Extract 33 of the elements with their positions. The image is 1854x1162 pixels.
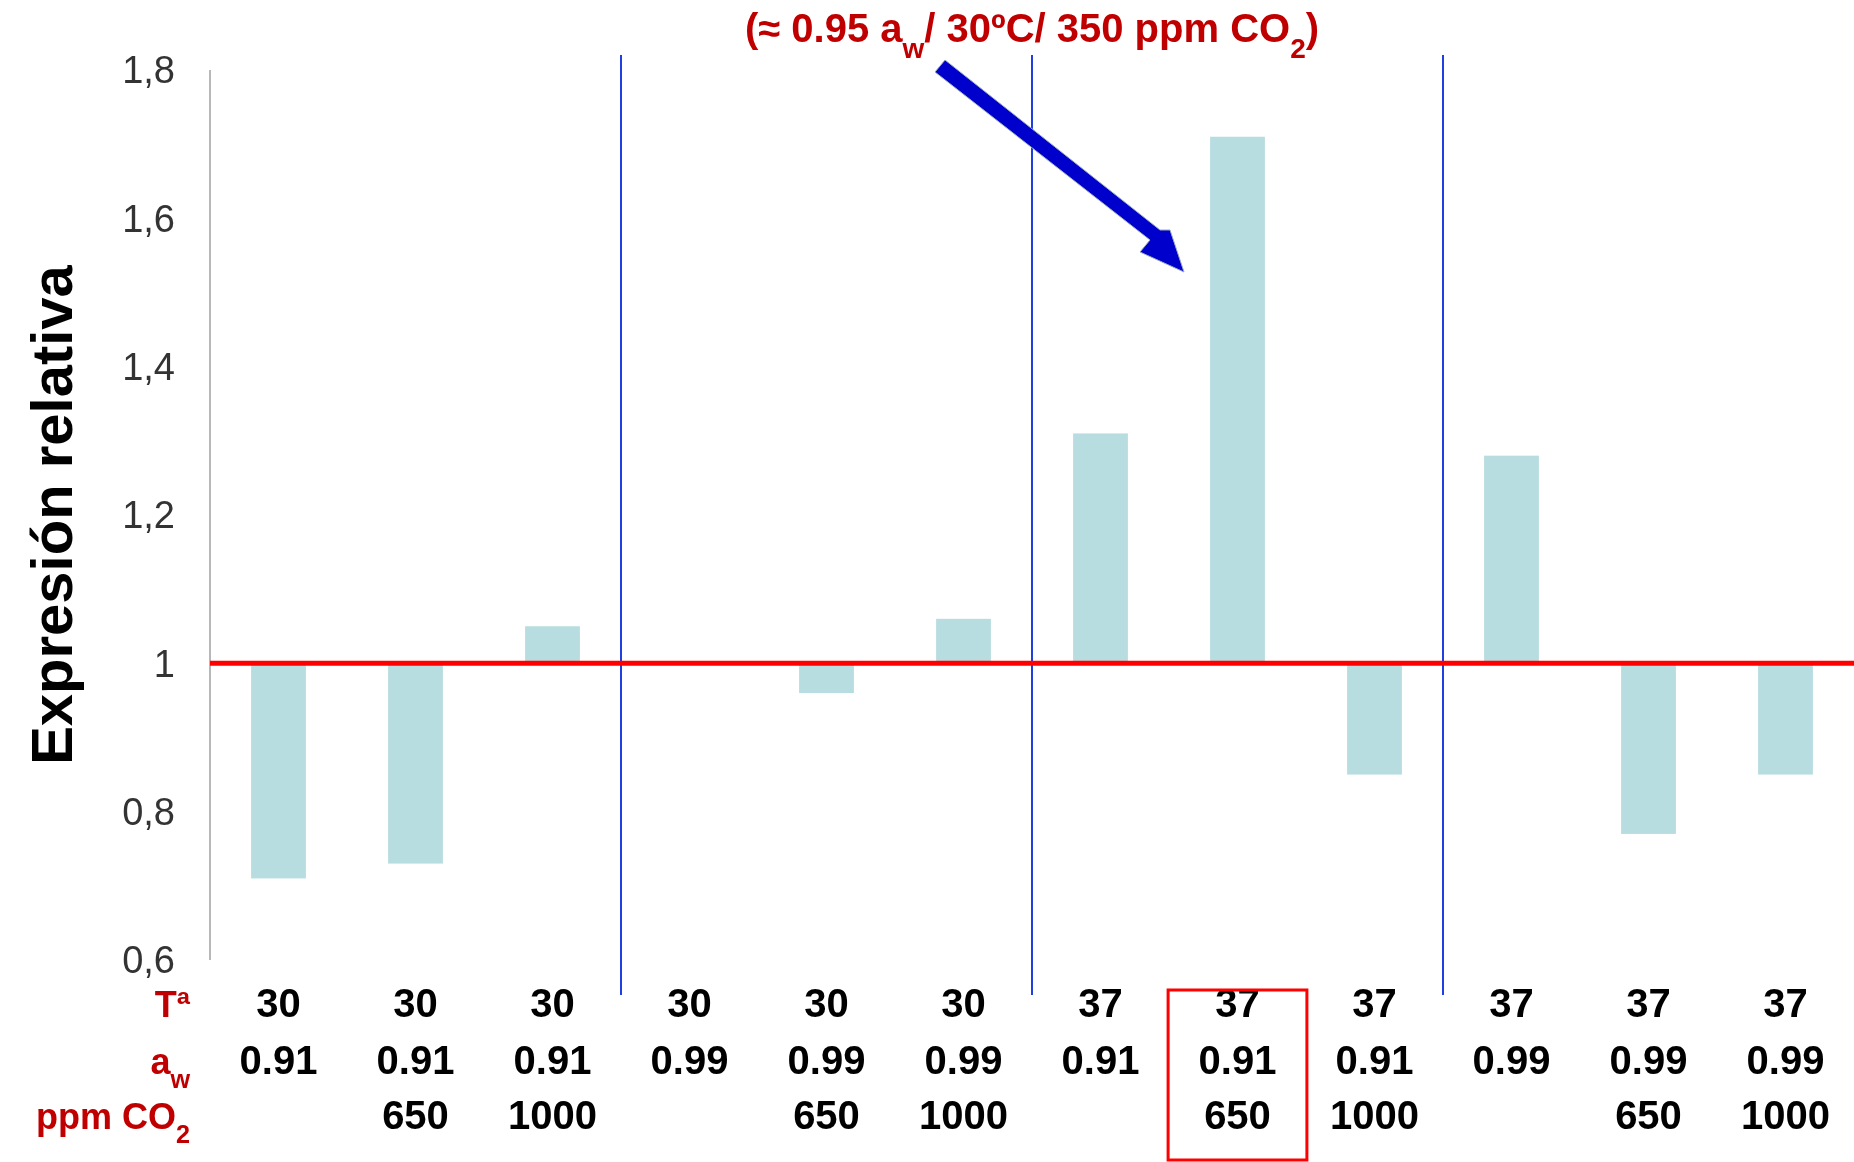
text: ppm CO$_{2}$ bbox=[35, 1096, 190, 1148]
y-tick-label: 1,2 bbox=[122, 494, 175, 537]
bar bbox=[936, 618, 991, 664]
x-tick-label: 30 0.91 650 bbox=[376, 981, 455, 1137]
x-tick-label: 37 0.99 1000 bbox=[1741, 981, 1830, 1137]
y-tick-label: 0,6 bbox=[122, 939, 175, 982]
bar bbox=[251, 663, 306, 879]
text: Tª bbox=[154, 984, 191, 1025]
y-tick-label: 1 bbox=[153, 642, 175, 685]
bar bbox=[1484, 455, 1539, 664]
bar bbox=[1621, 663, 1676, 834]
x-tick-label: 37 0.91 bbox=[1061, 981, 1140, 1082]
bar bbox=[525, 626, 580, 664]
y-axis-title: Expresión relativa bbox=[19, 264, 84, 765]
bar bbox=[1347, 663, 1402, 775]
chart-title: (≈ 0.95 a$_{w}$/ 30ºC/ 350 ppm CO$_{2}$) bbox=[744, 6, 1320, 64]
x-tick-label: 30 0.91 bbox=[239, 981, 318, 1082]
x-tick-label: 37 0.99 650 bbox=[1609, 981, 1688, 1137]
y-tick-label: 1,4 bbox=[122, 345, 175, 388]
bar bbox=[1210, 136, 1265, 664]
y-tick-label: 1,6 bbox=[122, 197, 175, 240]
y-tick-label: 1,8 bbox=[122, 49, 175, 92]
x-tick-label: 30 0.99 bbox=[650, 981, 729, 1082]
x-tick-label: 30 0.99 1000 bbox=[919, 981, 1008, 1137]
x-tick-label: 30 0.91 1000 bbox=[508, 981, 597, 1137]
bar bbox=[388, 663, 443, 864]
x-tick-label: 37 0.91 1000 bbox=[1330, 981, 1419, 1137]
bar bbox=[1758, 663, 1813, 775]
x-tick-label: 30 0.99 650 bbox=[787, 981, 866, 1137]
y-tick-label: 0,8 bbox=[122, 790, 175, 833]
x-tick-label: 37 0.99 bbox=[1472, 981, 1551, 1082]
text: a$_{w}$ bbox=[150, 1041, 191, 1093]
bar bbox=[1073, 433, 1128, 664]
